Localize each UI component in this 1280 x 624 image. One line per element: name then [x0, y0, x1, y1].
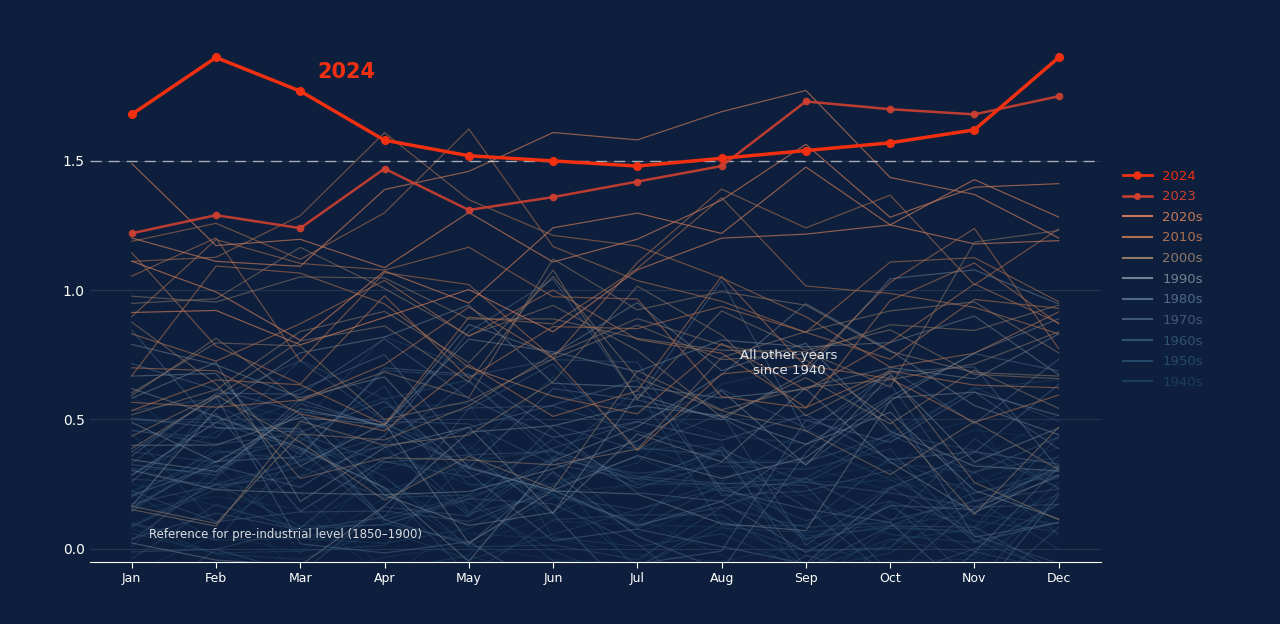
Legend: 2024, 2023, 2020s, 2010s, 2000s, 1990s, 1980s, 1970s, 1960s, 1950s, 1940s: 2024, 2023, 2020s, 2010s, 2000s, 1990s, … — [1117, 164, 1208, 394]
Text: 2024: 2024 — [317, 62, 375, 82]
Text: All other years
since 1940: All other years since 1940 — [740, 349, 837, 376]
Text: Reference for pre-industrial level (1850–1900): Reference for pre-industrial level (1850… — [148, 528, 421, 541]
